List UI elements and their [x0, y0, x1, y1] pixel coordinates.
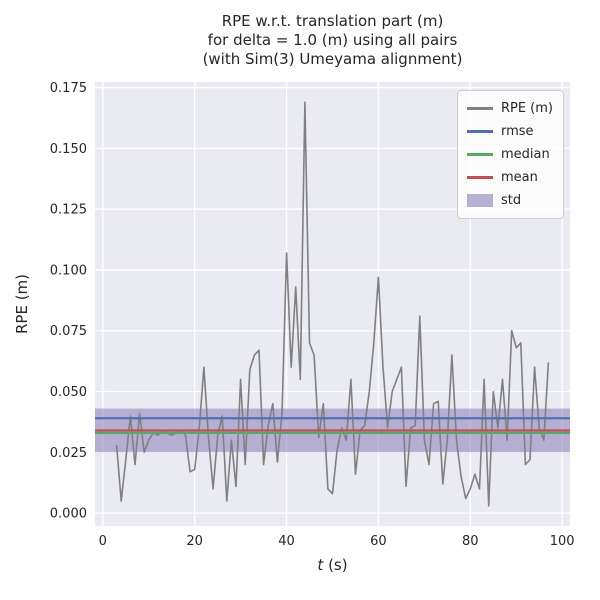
legend-item-rpe: RPE (m) [466, 97, 553, 120]
legend-line-sample-rmse [466, 130, 493, 133]
rpe-line [115, 101, 550, 507]
legend-item-rmse: rmse [466, 120, 553, 143]
y-tick-label: 0.075 [50, 324, 87, 339]
x-tick-label: 80 [462, 534, 479, 549]
y-tick-label: 0.125 [50, 203, 87, 218]
legend-patch-sample-std [466, 194, 493, 207]
y-tick-label: 0.050 [50, 385, 87, 400]
legend-line-sample-mean [466, 176, 493, 179]
x-axis-label: t (s) [95, 556, 570, 574]
x-tick-label: 100 [550, 534, 575, 549]
legend-item-std: std [466, 189, 553, 212]
chart-title-line1: RPE w.r.t. translation part (m) [221, 12, 444, 30]
y-tick-label: 0.175 [50, 81, 87, 96]
legend-label-rpe: RPE (m) [500, 101, 553, 116]
y-tick-label: 0.000 [50, 507, 87, 522]
legend-label-median: median [500, 147, 550, 162]
y-axis-label: RPE (m) [13, 273, 31, 335]
x-tick-label: 20 [186, 534, 203, 549]
x-axis-label-unit: (s) [323, 556, 348, 574]
legend-item-median: median [466, 143, 553, 166]
legend-line-sample-median [466, 153, 493, 156]
chart-title: RPE w.r.t. translation part (m) for delt… [95, 12, 570, 69]
legend-label-mean: mean [500, 170, 538, 185]
legend-label-rmse: rmse [500, 124, 534, 139]
chart-title-line3: (with Sim(3) Umeyama alignment) [202, 50, 463, 68]
chart-title-line2: for delta = 1.0 (m) using all pairs [207, 31, 458, 49]
x-axis-label-symbol: t [317, 556, 324, 574]
y-tick-label: 0.150 [50, 142, 87, 157]
legend-item-mean: mean [466, 166, 553, 189]
legend-label-std: std [500, 193, 522, 208]
x-tick-label: 40 [278, 534, 295, 549]
x-tick-label: 60 [370, 534, 387, 549]
y-tick-label: 0.100 [50, 263, 87, 278]
legend-line-sample-rpe [466, 107, 493, 110]
x-tick-label: 0 [99, 534, 107, 549]
legend: RPE (m) rmse median mean std [456, 90, 564, 219]
y-tick-label: 0.025 [50, 446, 87, 461]
